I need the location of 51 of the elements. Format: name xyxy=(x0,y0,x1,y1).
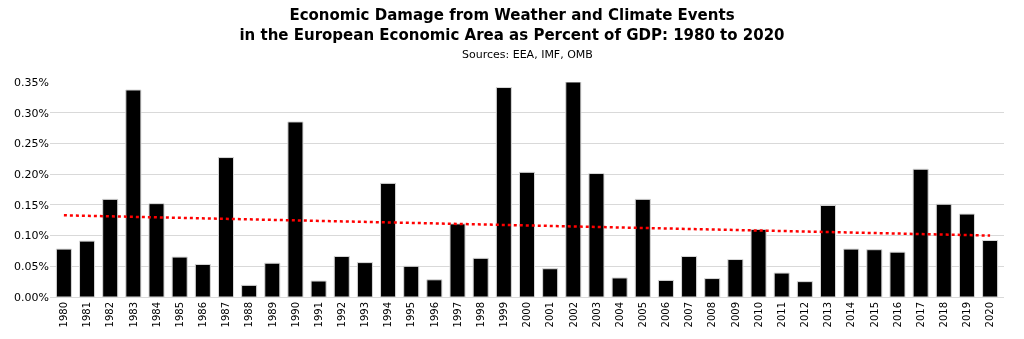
x-tick-label: 1991 xyxy=(312,302,324,328)
y-tick-label: 0.35% xyxy=(14,75,49,89)
x-tick-label: 1981 xyxy=(81,302,93,328)
x-tick-label: 2010 xyxy=(752,302,764,328)
x-tick-label: 2009 xyxy=(729,302,741,328)
x-tick-label: 1993 xyxy=(359,302,371,328)
x-tick-label: 2017 xyxy=(914,302,926,328)
y-tick-label: 0.30% xyxy=(14,106,49,120)
x-tick-label: 2011 xyxy=(775,302,787,328)
x-tick-label: 1994 xyxy=(382,302,394,328)
x-tick-label: 1995 xyxy=(405,302,417,328)
x-tick-label: 2019 xyxy=(961,302,973,328)
y-tick-label: 0.20% xyxy=(14,167,49,181)
x-tick-label: 1999 xyxy=(498,302,510,328)
x-tick-label: 2007 xyxy=(683,302,695,328)
x-tick-label: 2005 xyxy=(637,302,649,328)
x-tick-label: 2008 xyxy=(706,302,718,328)
x-tick-label: 2012 xyxy=(799,302,811,328)
x-tick-label: 1980 xyxy=(58,302,70,328)
chart-subtitle: Sources: EEA, IMF, OMB xyxy=(462,48,593,61)
x-tick-label: 2004 xyxy=(613,302,625,328)
x-tick-label: 2000 xyxy=(521,302,533,328)
x-tick-label: 1988 xyxy=(243,302,255,328)
x-tick-label: 1996 xyxy=(428,302,440,328)
y-tick-label: 0.05% xyxy=(14,260,49,274)
x-tick-label: 1987 xyxy=(220,302,232,328)
y-tick-label: 0.00% xyxy=(14,290,49,304)
x-tick-label: 2001 xyxy=(544,302,556,328)
y-tick-label: 0.25% xyxy=(14,137,49,151)
x-tick-label: 1989 xyxy=(266,302,278,328)
x-tick-label: 2018 xyxy=(938,302,950,328)
x-tick-label: 2020 xyxy=(984,302,996,328)
x-tick-label: 1992 xyxy=(336,302,348,328)
x-tick-label: 2014 xyxy=(845,302,857,328)
x-tick-label: 1984 xyxy=(150,302,162,328)
x-tick-label: 1986 xyxy=(197,302,209,328)
x-tick-label: 1998 xyxy=(474,302,486,328)
x-tick-label: 2013 xyxy=(822,302,834,328)
x-tick-label: 2016 xyxy=(891,302,903,328)
x-tick-label: 1982 xyxy=(104,302,116,328)
x-tick-label: 2002 xyxy=(567,302,579,328)
x-tick-label: 1997 xyxy=(451,302,463,328)
y-tick-label: 0.15% xyxy=(14,198,49,212)
x-tick-label: 2003 xyxy=(590,302,602,328)
x-tick-label: 2006 xyxy=(660,302,672,328)
chart-title: Economic Damage from Weather and Climate Events in the European Economic Area as Percent of GDP: 1980 to 2020 xyxy=(239,6,785,44)
x-tick-label: 1985 xyxy=(173,302,185,328)
y-tick-label: 0.10% xyxy=(14,229,49,243)
x-tick-label: 2015 xyxy=(868,302,880,328)
x-tick-label: 1983 xyxy=(127,302,139,328)
x-tick-label: 1990 xyxy=(289,302,301,328)
